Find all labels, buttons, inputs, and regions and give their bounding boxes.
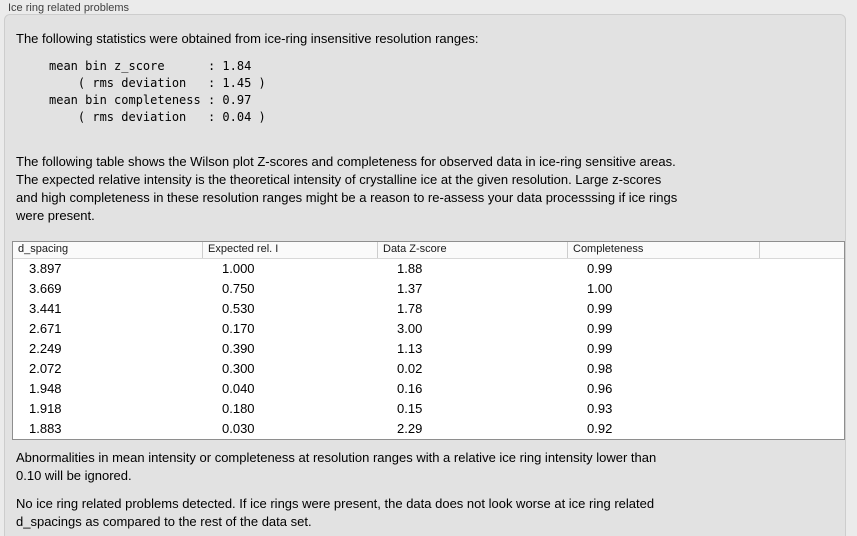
table-cell: 0.98 <box>587 361 613 376</box>
stats-intro-text: The following statistics were obtained f… <box>16 31 479 46</box>
conclusion-text: No ice ring related problems detected. I… <box>16 496 655 529</box>
table-cell: 0.750 <box>222 281 255 296</box>
table-cell: 0.02 <box>397 361 423 376</box>
table-cell: 1.948 <box>29 381 62 396</box>
table-cell-filler <box>759 419 844 439</box>
table-cell-filler <box>759 359 844 379</box>
ice-ring-groupbox: The following statistics were obtained f… <box>4 14 846 536</box>
table-cell: 0.040 <box>222 381 255 396</box>
column-header-d-spacing[interactable]: d_spacing <box>18 243 69 255</box>
table-cell: 0.99 <box>587 301 613 316</box>
column-header-expected-rel-i[interactable]: Expected rel. I <box>202 242 377 258</box>
table-cell: 3.00 <box>397 321 423 336</box>
table-cell-filler <box>759 299 844 319</box>
table-cell: 0.530 <box>222 301 255 316</box>
table-row[interactable]: 2.671 0.170 3.00 0.99 <box>13 319 844 339</box>
table-row[interactable]: 2.072 0.300 0.02 0.98 <box>13 359 844 379</box>
table-cell: 3.669 <box>29 281 62 296</box>
table-cell-filler <box>759 339 844 359</box>
table-row[interactable]: 1.948 0.040 0.16 0.96 <box>13 379 844 399</box>
table-cell: 1.88 <box>397 261 423 276</box>
table-cell: 2.072 <box>29 361 62 376</box>
table-description-text: The following table shows the Wilson plo… <box>16 154 678 223</box>
table-cell: 1.918 <box>29 401 62 416</box>
table-cell: 0.030 <box>222 421 255 436</box>
table-cell-filler <box>759 399 844 419</box>
table-cell: 1.000 <box>222 261 255 276</box>
table-row[interactable]: 1.918 0.180 0.15 0.93 <box>13 399 844 419</box>
table-row[interactable]: 3.441 0.530 1.78 0.99 <box>13 299 844 319</box>
stats-mono-block: mean bin z_score : 1.84 ( rms deviation … <box>49 59 266 124</box>
table-cell: 0.93 <box>587 401 613 416</box>
table-cell: 3.897 <box>29 261 62 276</box>
table-cell: 0.99 <box>587 321 613 336</box>
table-body: 3.897 1.000 1.88 0.99 3.669 0.750 1.37 1.00 3.44… <box>13 259 844 439</box>
table-cell: 0.16 <box>397 381 423 396</box>
table-cell-filler <box>759 259 844 279</box>
table-cell: 1.78 <box>397 301 423 316</box>
table-row[interactable]: 3.897 1.000 1.88 0.99 <box>13 259 844 279</box>
table-cell: 0.180 <box>222 401 255 416</box>
table-cell: 0.99 <box>587 261 613 276</box>
table-row[interactable]: 2.249 0.390 1.13 0.99 <box>13 339 844 359</box>
table-cell: 2.671 <box>29 321 62 336</box>
column-header-filler[interactable] <box>759 242 844 258</box>
column-header-completeness[interactable]: Completeness <box>567 242 759 258</box>
table-cell: 1.37 <box>397 281 423 296</box>
table-cell: 1.883 <box>29 421 62 436</box>
table-cell: 2.29 <box>397 421 423 436</box>
table-cell: 2.249 <box>29 341 62 356</box>
table-cell: 0.300 <box>222 361 255 376</box>
table-cell: 0.170 <box>222 321 255 336</box>
column-header-data-z-score[interactable]: Data Z-score <box>377 242 567 258</box>
ice-ring-table: d_spacing Expected rel. I Data Z-score C… <box>12 241 845 440</box>
table-cell: 0.390 <box>222 341 255 356</box>
table-cell: 0.99 <box>587 341 613 356</box>
table-cell: 1.13 <box>397 341 423 356</box>
table-cell: 0.92 <box>587 421 613 436</box>
panel-title: Ice ring related problems <box>8 2 130 14</box>
table-cell-filler <box>759 319 844 339</box>
table-cell: 0.96 <box>587 381 613 396</box>
table-cell: 0.15 <box>397 401 423 416</box>
ignore-note-text: Abnormalities in mean intensity or compl… <box>16 450 657 483</box>
table-cell-filler <box>759 279 844 299</box>
table-row[interactable]: 3.669 0.750 1.37 1.00 <box>13 279 844 299</box>
table-cell: 1.00 <box>587 281 613 296</box>
table-header-row: d_spacing Expected rel. I Data Z-score C… <box>13 242 844 259</box>
table-row[interactable]: 1.883 0.030 2.29 0.92 <box>13 419 844 439</box>
table-cell-filler <box>759 379 844 399</box>
table-cell: 3.441 <box>29 301 62 316</box>
